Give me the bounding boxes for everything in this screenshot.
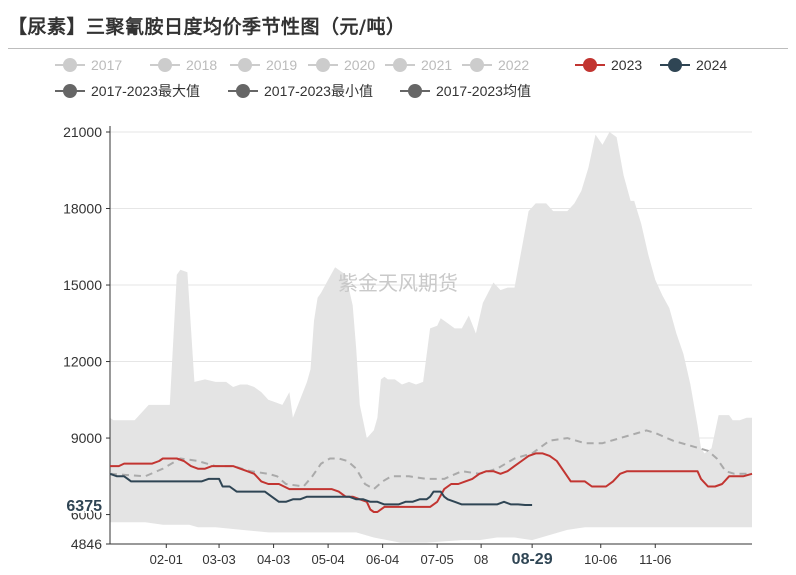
legend-marker-icon: [228, 84, 258, 98]
legend-item-2024[interactable]: 2024: [660, 53, 727, 77]
chart-legend: 2017 2018 2019 2020 2021 2022 2023 2024 2017-202…: [0, 50, 796, 110]
legend-label: 2019: [266, 57, 298, 73]
series-line-2024: [109, 472, 533, 506]
legend-item-2020[interactable]: 2020: [308, 53, 375, 77]
legend-label: 2017-2023最大值: [91, 83, 200, 99]
x-tick-label-04-03: 04-03: [257, 552, 290, 567]
y-tick-label-4846: 4846: [71, 536, 102, 552]
legend-label: 2017-2023均值: [436, 83, 531, 99]
legend-marker-icon: [230, 58, 260, 72]
x-tick-label-06-04: 06-04: [366, 552, 399, 567]
legend-marker-icon: [660, 58, 690, 72]
legend-marker-icon: [55, 58, 85, 72]
legend-item-2021[interactable]: 2021: [385, 53, 452, 77]
legend-item-2017-2023均值[interactable]: 2017-2023均值: [400, 79, 531, 103]
legend-label: 2017-2023最小值: [264, 83, 373, 99]
y-tick-label-9000: 9000: [71, 430, 102, 446]
legend-label: 2018: [186, 57, 218, 73]
legend-item-2019[interactable]: 2019: [230, 53, 297, 77]
y-tick-label-12000: 12000: [63, 354, 102, 370]
series-line-2023: [110, 452, 753, 513]
legend-marker-icon: [308, 58, 338, 72]
watermark-text: 紫金天风期货: [338, 271, 458, 295]
legend-label: 2017: [91, 57, 123, 73]
legend-label: 2022: [498, 57, 530, 73]
legend-marker-icon: [385, 58, 415, 72]
legend-label: 2020: [344, 57, 376, 73]
legend-marker-icon: [150, 58, 180, 72]
x-tick-label-07-05: 07-05: [421, 552, 454, 567]
legend-item-2022[interactable]: 2022: [462, 53, 529, 77]
legend-label: 2023: [611, 57, 643, 73]
legend-marker-icon: [575, 58, 605, 72]
x-tick-label-11-06: 11-06: [639, 552, 671, 567]
legend-marker-icon: [462, 58, 492, 72]
x-tick-label-03-03: 03-03: [202, 552, 235, 567]
chart-title: 【尿素】三聚氰胺日度均价季节性图（元/吨）: [8, 16, 406, 38]
legend-marker-icon: [55, 84, 85, 98]
x-tick-label-08: 08: [474, 552, 488, 567]
legend-label: 2021: [421, 57, 453, 73]
y-tick-label-6000: 6000: [71, 507, 102, 523]
legend-item-2017-2023最小值[interactable]: 2017-2023最小值: [228, 79, 373, 103]
x-tick-label-10-06: 10-06: [584, 552, 617, 567]
y-tick-label-21000: 21000: [63, 124, 102, 140]
legend-marker-icon: [400, 84, 430, 98]
legend-item-2017[interactable]: 2017: [55, 53, 122, 77]
legend-item-2018[interactable]: 2018: [150, 53, 217, 77]
y-tick-label-15000: 15000: [63, 277, 102, 293]
y-tick-label-18000: 18000: [63, 201, 102, 217]
x-tick-label-08-29: 08-29: [512, 551, 553, 568]
x-tick-label-02-01: 02-01: [150, 552, 183, 567]
legend-item-2017-2023最大值[interactable]: 2017-2023最大值: [55, 79, 200, 103]
legend-item-2023[interactable]: 2023: [575, 53, 642, 77]
series-line-2017-2023均值: [109, 429, 752, 491]
legend-label: 2024: [696, 57, 728, 73]
max-min-band-area: [110, 132, 752, 543]
x-tick-label-05-04: 05-04: [311, 552, 344, 567]
title-divider: [8, 48, 788, 49]
y-marker-label: 6375: [66, 498, 102, 515]
